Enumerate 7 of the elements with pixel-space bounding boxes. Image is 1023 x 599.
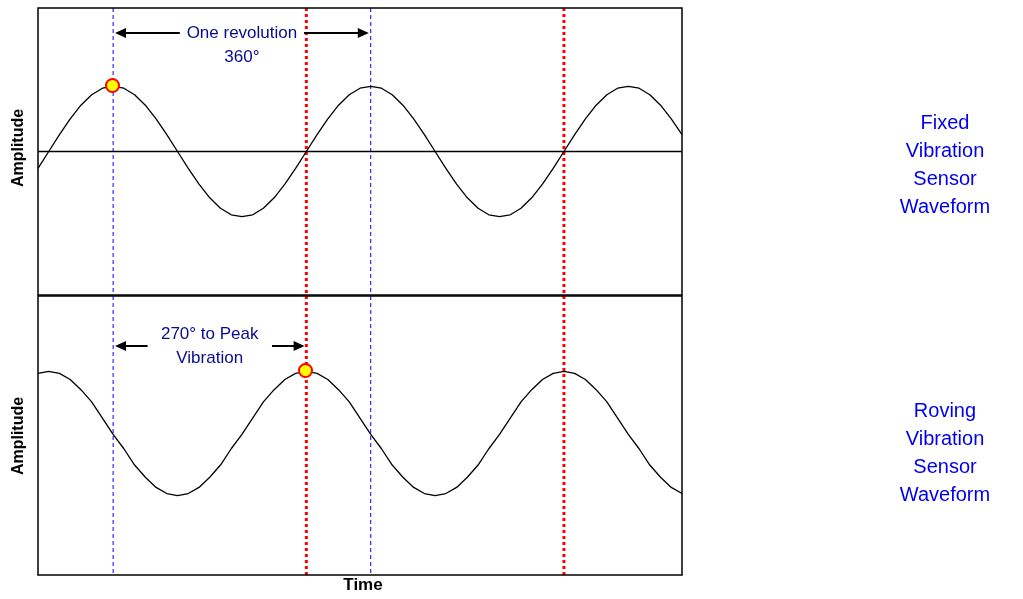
text: One revolution 360° [185,22,299,68]
text: 270° to Peak Vibration [159,323,260,369]
y-axis-title: Amplitude [9,108,27,188]
text: Fixed Vibration Sensor Waveform [898,110,992,219]
text: Roving Vibration Sensor Waveform [898,398,992,507]
x-axis-title: Time [342,575,384,595]
y-axis-title: Amplitude [9,396,27,476]
